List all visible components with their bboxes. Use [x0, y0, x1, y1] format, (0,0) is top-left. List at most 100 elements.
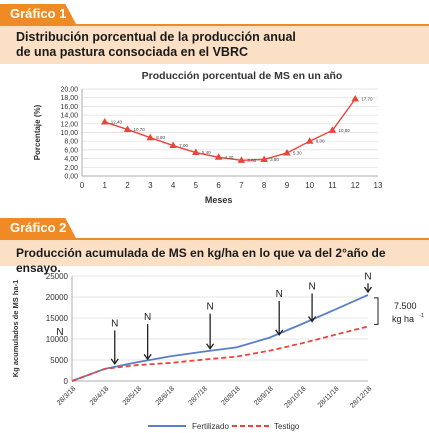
- figure1-rule: [0, 24, 429, 26]
- chart1-y-tick-label: 18,00: [60, 95, 78, 102]
- chart1-y-tick-label: 8,00: [64, 139, 78, 146]
- chart1-x-tick-label: 8: [262, 181, 267, 190]
- chart2-x-tick-label: 28/8/18: [220, 385, 242, 407]
- chart1-y-tick-label: 6,00: [64, 147, 78, 154]
- chart1-data-label: 4,30: [225, 155, 234, 160]
- chart1-title: Producción porcentual de MS en un año: [142, 70, 343, 82]
- chart2-legend-label-testigo: Testigo: [274, 422, 300, 431]
- cumulative-production-chart: 0 5000 10000 15000 20000 25000 28/3/18 28/4/18 2…: [11, 271, 424, 431]
- chart2-n-arrow-head: [308, 316, 317, 323]
- figure2-tab: Gráfico 2: [0, 218, 76, 238]
- chart1-x-tick-label: 9: [285, 181, 290, 190]
- figure2-title: Producción acumulada de MS en kg/ha en l…: [16, 246, 386, 275]
- chart2-n-marker: N: [207, 302, 214, 313]
- chart2-y-tick-label: 20000: [46, 293, 69, 302]
- percent-production-chart: Producción porcentual de MS en un año 0,0…: [33, 70, 383, 205]
- figure1-title-line2: de una pastura consociada en el VBRC: [16, 45, 249, 59]
- chart2-difference-unit: kg ha: [392, 314, 414, 324]
- chart2-n-arrow-head: [363, 286, 373, 294]
- chart2-x-tick-label: 28/9/18: [253, 385, 275, 407]
- chart1-x-axis-label: Meses: [205, 195, 233, 205]
- chart1-series-line: [104, 98, 356, 162]
- chart1-y-tick-label: 0,00: [64, 174, 78, 181]
- chart1-x-tick-label: 4: [171, 181, 176, 190]
- chart2-n-arrow-head: [110, 358, 119, 366]
- chart1-data-point: [283, 148, 291, 156]
- chart1-x-tick-label: 13: [374, 181, 383, 190]
- chart2-x-tick-label: 28/4/18: [89, 385, 111, 407]
- chart1-data-label: 17,70: [361, 97, 373, 102]
- chart2-series-line-fertilizado: [71, 294, 369, 382]
- chart1-data-point: [169, 141, 177, 149]
- chart1-x-tick-label: 7: [239, 181, 244, 190]
- chart1-data-point: [328, 126, 337, 133]
- chart2-n-marker: N: [56, 327, 63, 338]
- chart1-data-point: [351, 95, 360, 102]
- chart1-x-tick-label: 12: [351, 181, 360, 190]
- chart2-n-marker: N: [276, 289, 283, 300]
- chart2-x-tick-label: 28/3/18: [56, 385, 78, 407]
- chart2-x-tick-label: 28/12/18: [349, 385, 373, 409]
- chart1-data-label: 8,00: [316, 139, 325, 144]
- chart1-data-point: [123, 125, 132, 132]
- chart1-x-tick-label: 10: [305, 181, 314, 190]
- chart2-series-line-testigo: [71, 325, 369, 382]
- chart1-data-label: 5,40: [202, 150, 211, 155]
- chart2-difference-unit-exponent: -1: [419, 313, 424, 319]
- chart2-y-axis-label: Kg acumulados de MS ha-1: [11, 280, 20, 378]
- chart1-x-tick-label: 0: [80, 181, 85, 190]
- chart1-data-label: 5,30: [293, 150, 302, 155]
- chart2-y-tick-label: 0: [64, 377, 69, 386]
- chart2-n-arrow-head: [143, 353, 152, 361]
- chart1-x-tick-label: 3: [148, 181, 153, 190]
- chart1-data-label: 3,60: [247, 158, 256, 163]
- chart2-n-arrow-head: [275, 329, 284, 337]
- chart1-y-tick-label: 16,00: [60, 104, 78, 111]
- chart1-y-tick-label: 10,00: [60, 130, 78, 137]
- chart1-data-label: 10,70: [134, 127, 146, 132]
- chart1-data-label: 3,80: [270, 157, 279, 162]
- chart1-data-label: 12,40: [111, 120, 123, 125]
- chart2-x-tick-label: 28/11/18: [317, 385, 341, 409]
- chart2-x-tick-label: 28/5/18: [122, 385, 144, 407]
- chart1-x-tick-label: 2: [125, 181, 130, 190]
- chart2-x-tick-label: 28/10/18: [283, 385, 307, 409]
- chart2-n-marker: N: [144, 312, 151, 323]
- chart1-data-point: [214, 153, 223, 160]
- figure1-title: Distribución porcentual de la producción…: [16, 30, 296, 60]
- chart1-x-tick-label: 5: [194, 181, 199, 190]
- chart2-x-tick-label: 28/6/18: [155, 385, 177, 407]
- chart1-data-label: 7,00: [179, 143, 188, 148]
- chart1-data-label: 10,50: [338, 128, 350, 133]
- chart1-x-tick-label: 1: [103, 181, 108, 190]
- chart2-difference-bracket: [374, 297, 379, 325]
- chart2-n-arrow-head: [206, 343, 215, 350]
- figure2-title-band: [0, 240, 429, 266]
- chart2-y-tick-label: 10000: [46, 335, 69, 344]
- chart1-data-label: 8,80: [156, 135, 165, 140]
- chart2-x-tick-label: 28/7/18: [188, 385, 210, 407]
- chart1-y-tick-label: 2,00: [64, 165, 78, 172]
- figure1-title-band: [0, 26, 429, 64]
- chart1-y-tick-label: 14,00: [60, 113, 78, 120]
- chart1-x-tick-label: 6: [216, 181, 221, 190]
- chart1-y-tick-label: 4,00: [64, 156, 78, 163]
- chart2-legend-label-fertilizado: Fertilizado: [192, 422, 229, 431]
- chart2-n-marker: N: [111, 318, 118, 329]
- chart1-data-point: [260, 155, 268, 162]
- figure1-tab: Gráfico 1: [0, 4, 76, 24]
- figure1-title-line1: Distribución porcentual de la producción…: [16, 30, 296, 44]
- chart1-data-point: [192, 148, 200, 156]
- chart2-y-tick-label: 15000: [46, 314, 69, 323]
- chart1-x-tick-label: 11: [328, 181, 337, 190]
- chart1-y-tick-label: 12,00: [60, 121, 78, 128]
- chart1-y-axis-label: Porcentaje (%): [33, 104, 42, 160]
- figure2-rule: [0, 238, 429, 240]
- chart2-n-marker: N: [364, 271, 371, 282]
- chart1-data-point: [237, 156, 246, 163]
- chart1-data-point: [146, 133, 155, 141]
- chart2-y-tick-label: 25000: [46, 272, 69, 281]
- chart1-y-tick-label: 20,00: [60, 87, 78, 94]
- chart1-data-point: [100, 118, 109, 125]
- chart1-data-point: [305, 137, 314, 144]
